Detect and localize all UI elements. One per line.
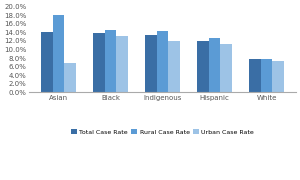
Bar [93,33,105,92]
Bar [261,59,272,92]
Bar [249,59,261,92]
Bar [41,32,53,92]
Bar [146,35,157,92]
Bar [197,40,209,92]
Bar [209,38,220,92]
Bar [168,40,180,92]
Bar [64,63,76,92]
Legend: Total Case Rate, Rural Case Rate, Urban Case Rate: Total Case Rate, Rural Case Rate, Urban … [68,127,257,137]
Bar [272,61,284,92]
Bar [157,31,168,92]
Bar [220,44,232,92]
Bar [105,30,116,92]
Bar [116,36,128,92]
Bar [53,15,64,92]
